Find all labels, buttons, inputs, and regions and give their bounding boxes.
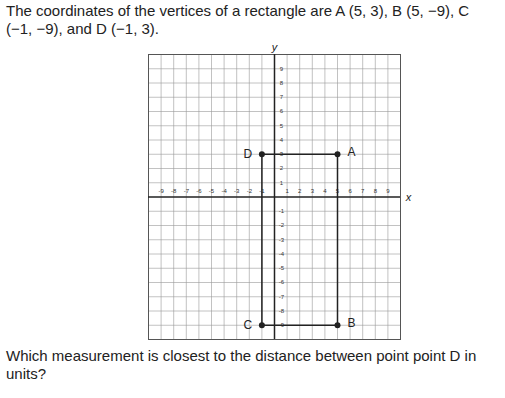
svg-text:C: C <box>244 318 253 332</box>
svg-text:7: 7 <box>361 188 365 194</box>
svg-text:B: B <box>347 316 355 330</box>
svg-text:9: 9 <box>386 188 390 194</box>
svg-text:3: 3 <box>311 188 315 194</box>
svg-text:5: 5 <box>335 187 340 194</box>
svg-text:2: 2 <box>280 165 284 171</box>
svg-text:6: 6 <box>348 188 352 194</box>
svg-text:-9: -9 <box>278 322 285 329</box>
svg-text:4: 4 <box>280 137 284 143</box>
svg-text:9: 9 <box>280 66 284 72</box>
svg-text:-1: -1 <box>259 187 265 194</box>
svg-text:8: 8 <box>280 80 284 86</box>
svg-text:-2: -2 <box>279 222 285 228</box>
svg-text:-6: -6 <box>196 188 202 194</box>
svg-text:A: A <box>347 145 355 159</box>
html-text:The coordinates of the vertice: The coordinates of the vertices of a rec… <box>6 2 470 37</box>
svg-text:-8: -8 <box>279 308 285 314</box>
svg-text:4: 4 <box>323 188 327 194</box>
svg-text:-5: -5 <box>209 188 215 194</box>
svg-text:1: 1 <box>285 188 289 194</box>
svg-text:-3: -3 <box>279 237 285 243</box>
svg-text:-4: -4 <box>221 188 227 194</box>
svg-text:-9: -9 <box>158 188 164 194</box>
svg-text:2: 2 <box>298 188 302 194</box>
svg-text:-4: -4 <box>279 251 285 257</box>
svg-text:-1: -1 <box>279 208 285 214</box>
svg-text:7: 7 <box>280 94 284 100</box>
svg-text:D: D <box>244 147 253 161</box>
svg-text:x: x <box>405 191 412 203</box>
html-text:Which measurement is closest t: Which measurement is closest to the dist… <box>6 347 477 382</box>
svg-text:5: 5 <box>280 123 284 129</box>
svg-text:-5: -5 <box>279 265 285 271</box>
svg-text:-2: -2 <box>247 188 253 194</box>
svg-text:8: 8 <box>374 188 378 194</box>
svg-text:-8: -8 <box>171 188 177 194</box>
svg-text:6: 6 <box>280 108 284 114</box>
svg-text:1: 1 <box>280 180 284 186</box>
svg-text:3: 3 <box>279 151 284 158</box>
svg-text:-3: -3 <box>234 188 240 194</box>
svg-text:-7: -7 <box>279 294 285 300</box>
svg-text:y: y <box>271 41 279 53</box>
svg-text:-7: -7 <box>184 188 190 194</box>
svg-text:-6: -6 <box>279 279 285 285</box>
